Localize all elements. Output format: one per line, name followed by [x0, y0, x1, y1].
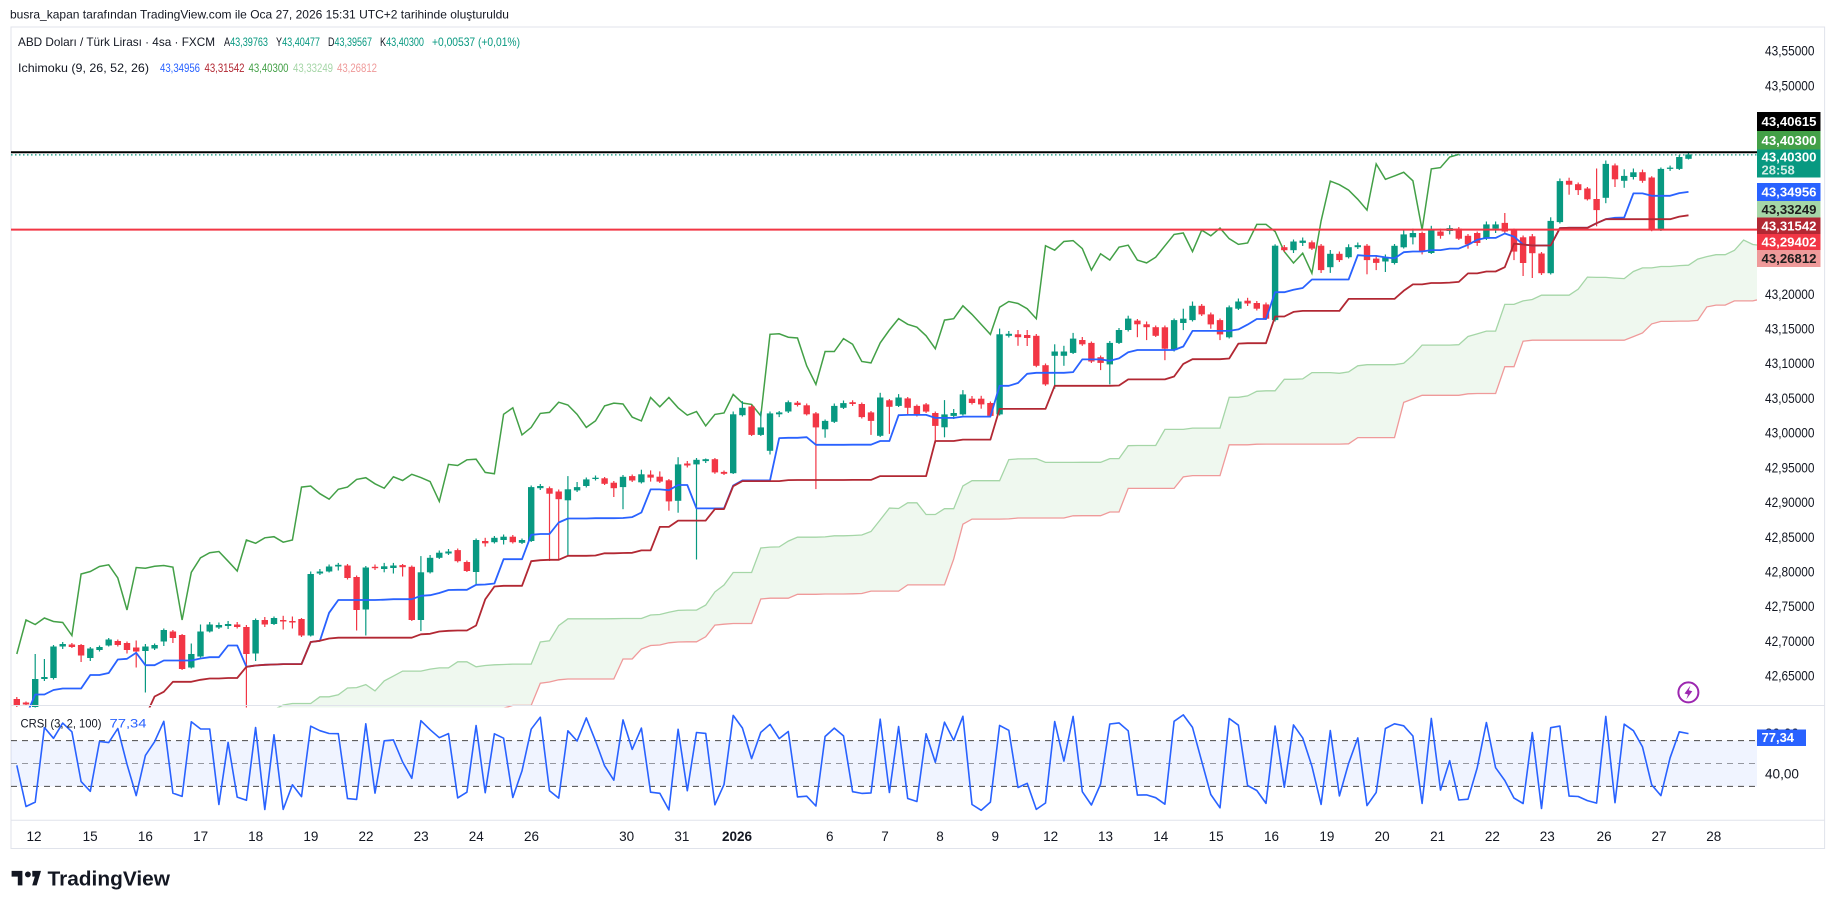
svg-text:43,31542: 43,31542 [1762, 218, 1817, 233]
svg-text:43,29402: 43,29402 [1762, 235, 1817, 250]
svg-text:2026: 2026 [722, 829, 753, 844]
svg-text:23: 23 [1540, 829, 1555, 844]
svg-text:26: 26 [524, 829, 539, 844]
svg-text:8: 8 [936, 829, 944, 844]
svg-text:18: 18 [248, 829, 263, 844]
svg-text:TradingView: TradingView [48, 868, 171, 891]
svg-text:43,40300: 43,40300 [1762, 149, 1817, 164]
svg-text:43,34956: 43,34956 [160, 61, 200, 75]
svg-text:ABD Doları / Türk Lirası · 4sa: ABD Doları / Türk Lirası · 4sa · FXCM [18, 35, 215, 49]
svg-text:43,40300: 43,40300 [249, 61, 289, 75]
svg-text:42,65000: 42,65000 [1765, 669, 1815, 684]
svg-text:12: 12 [26, 829, 41, 844]
svg-text:43,55000: 43,55000 [1765, 44, 1815, 59]
svg-text:43,10000: 43,10000 [1765, 356, 1815, 371]
svg-text:19: 19 [303, 829, 318, 844]
svg-text:42,70000: 42,70000 [1765, 634, 1815, 649]
svg-text:43,50000: 43,50000 [1765, 78, 1815, 93]
svg-text:D43,39567: D43,39567 [328, 35, 372, 49]
svg-text:43,15000: 43,15000 [1765, 322, 1815, 337]
svg-text:42,85000: 42,85000 [1765, 530, 1815, 545]
svg-text:77,34: 77,34 [110, 717, 147, 731]
svg-text:13: 13 [1098, 829, 1113, 844]
svg-text:26: 26 [1597, 829, 1612, 844]
svg-text:43,00000: 43,00000 [1765, 426, 1815, 441]
svg-text:43,05000: 43,05000 [1765, 391, 1815, 406]
svg-text:42,80000: 42,80000 [1765, 565, 1815, 580]
svg-text:Y43,40477: Y43,40477 [276, 35, 320, 49]
svg-text:28: 28 [1706, 829, 1721, 844]
svg-text:43,26812: 43,26812 [337, 61, 377, 75]
svg-text:Ichimoku (9, 26, 52, 26): Ichimoku (9, 26, 52, 26) [18, 61, 149, 75]
svg-text:42,95000: 42,95000 [1765, 460, 1815, 475]
svg-text:23: 23 [414, 829, 429, 844]
svg-text:43,33249: 43,33249 [1762, 202, 1817, 217]
svg-text:21: 21 [1430, 829, 1445, 844]
svg-text:43,20000: 43,20000 [1765, 287, 1815, 302]
svg-text:17: 17 [193, 829, 208, 844]
svg-text:7: 7 [881, 829, 889, 844]
svg-text:+0,00537 (+0,01%): +0,00537 (+0,01%) [432, 35, 520, 49]
svg-text:19: 19 [1319, 829, 1334, 844]
svg-text:43,31542: 43,31542 [205, 61, 245, 75]
svg-text:22: 22 [358, 829, 373, 844]
svg-text:15: 15 [1209, 829, 1224, 844]
svg-text:16: 16 [138, 829, 153, 844]
svg-text:12: 12 [1043, 829, 1058, 844]
svg-text:15: 15 [83, 829, 98, 844]
svg-text:30: 30 [619, 829, 634, 844]
svg-text:9: 9 [992, 829, 1000, 844]
svg-text:31: 31 [674, 829, 689, 844]
svg-text:K43,40300: K43,40300 [380, 35, 424, 49]
svg-text:43,33249: 43,33249 [293, 61, 333, 75]
svg-text:20: 20 [1375, 829, 1390, 844]
svg-text:22: 22 [1485, 829, 1500, 844]
svg-text:43,34956: 43,34956 [1762, 185, 1817, 200]
svg-text:77,34: 77,34 [1762, 730, 1795, 745]
svg-text:28:58: 28:58 [1762, 163, 1795, 178]
svg-text:6: 6 [826, 829, 834, 844]
svg-text:24: 24 [469, 829, 485, 844]
svg-text:14: 14 [1153, 829, 1169, 844]
svg-text:CRSI (3, 2, 100): CRSI (3, 2, 100) [21, 717, 102, 731]
svg-text:16: 16 [1264, 829, 1279, 844]
svg-text:27: 27 [1651, 829, 1666, 844]
svg-text:busra_kapan tarafından Trading: busra_kapan tarafından TradingView.com i… [10, 8, 509, 22]
svg-text:40,00: 40,00 [1765, 767, 1799, 782]
svg-text:43,40300: 43,40300 [1762, 133, 1817, 148]
svg-text:43,40615: 43,40615 [1762, 114, 1817, 129]
svg-text:43,26812: 43,26812 [1762, 251, 1817, 266]
svg-text:42,75000: 42,75000 [1765, 599, 1815, 614]
svg-text:A43,39763: A43,39763 [224, 35, 268, 49]
svg-text:42,90000: 42,90000 [1765, 495, 1815, 510]
